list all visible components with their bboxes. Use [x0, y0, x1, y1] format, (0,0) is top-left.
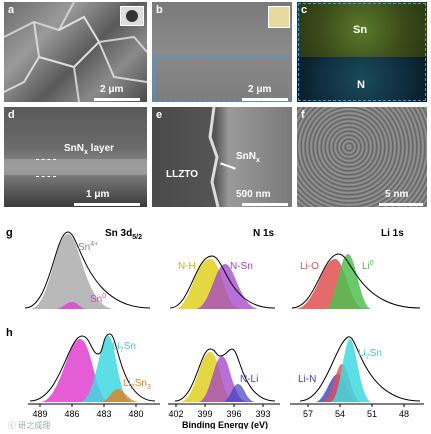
snnx-label: SnNx	[236, 151, 260, 164]
tick-label: 54	[335, 409, 345, 419]
sn0-label: Sn0	[90, 293, 106, 305]
grain-boundaries	[4, 2, 147, 102]
scale-label: 2 μm	[100, 84, 124, 95]
g-sn-spectrum	[24, 231, 151, 309]
layer-band	[4, 159, 147, 175]
sn-title: Sn 3d5/2	[105, 228, 142, 241]
sn-ticks: 489 486 483 480	[32, 404, 144, 419]
x-axis-label: Binding Energy (eV)	[182, 420, 268, 429]
n-label: N	[357, 79, 365, 91]
panel-label: c	[301, 4, 308, 16]
scale-bar	[242, 203, 288, 206]
layer-label: SnNx layer	[64, 143, 115, 156]
panel-label: f	[301, 109, 305, 121]
scale-label: 1 μm	[86, 189, 110, 200]
h-li-spectrum	[299, 336, 421, 402]
n-map	[297, 57, 427, 102]
li-ticks: 57 54 51 48	[303, 404, 409, 419]
lio-label: Li-O	[300, 261, 319, 272]
sem-panel-e: e LLZTO SnNx 500 nm	[152, 107, 292, 207]
llzto-label: LLZTO	[166, 169, 199, 180]
n-ticks: 402 399 396 393	[168, 404, 271, 419]
scale-label: 2 μm	[248, 84, 272, 95]
interface	[208, 107, 220, 207]
panel-label: e	[156, 109, 163, 121]
g-n-spectrum	[169, 255, 276, 309]
tick-label: 486	[64, 409, 79, 419]
sn-map	[297, 2, 427, 57]
tick-label: 57	[303, 409, 313, 419]
panel-label-h: h	[6, 327, 13, 339]
n-title: N 1s	[253, 228, 275, 239]
sem-panel-a: a 2 μm	[4, 2, 147, 102]
scale-bar	[379, 203, 423, 206]
panel-label: a	[8, 4, 15, 16]
tick-label: 480	[128, 409, 143, 419]
tick-label: 483	[96, 409, 111, 419]
h-sn-spectrum	[29, 333, 156, 402]
selected-region	[154, 57, 290, 102]
scale-label: 5 nm	[385, 189, 409, 200]
nsn-label: N-Sn	[230, 261, 253, 272]
scale-label: 500 nm	[236, 189, 271, 200]
tick-label: 396	[226, 409, 241, 419]
tick-label: 402	[168, 409, 183, 419]
g-li-spectrum	[291, 253, 421, 309]
sem-panel-b: b 2 μm	[152, 2, 292, 102]
dashed-box	[298, 3, 426, 101]
li7sn-label: Li7Sn	[112, 341, 136, 354]
watermark: ⓒ 研之成理	[8, 421, 51, 430]
li7sn-label-li: Li7Sn	[358, 348, 382, 361]
li2sn3-label: Li2Sn3	[123, 378, 151, 391]
scale-bar	[242, 98, 288, 101]
panel-label: d	[8, 109, 15, 121]
lin-label: Li-N	[298, 374, 316, 385]
sn4-label: Sn4+	[78, 241, 98, 253]
tem-panel-f: f 5 nm	[297, 107, 427, 207]
layer-marker	[36, 159, 56, 177]
tick-label: 489	[32, 409, 47, 419]
xps-figure: g h Sn 3d5/2 N 1s Li 1s Sn4+ Sn0 N-H N-S…	[6, 227, 424, 429]
li0-label: Li0	[362, 260, 374, 272]
scale-bar	[94, 98, 140, 101]
nli-label: N-Li	[240, 374, 258, 385]
sn-label: Sn	[353, 24, 368, 36]
sem-panel-d: d SnNx layer 1 μm	[4, 107, 147, 207]
tick-label: 399	[197, 409, 212, 419]
inset-photo	[268, 6, 290, 28]
eds-panel-c: c Sn N	[297, 2, 427, 102]
panel-label: b	[156, 4, 163, 16]
inset-photo	[120, 6, 144, 26]
nh-label: N-H	[178, 261, 196, 272]
tick-label: 393	[255, 409, 270, 419]
tick-label: 48	[399, 409, 409, 419]
li-title: Li 1s	[381, 228, 404, 239]
tick-label: 51	[367, 409, 377, 419]
panel-label-g: g	[6, 227, 13, 239]
h-n-spectrum	[174, 348, 276, 402]
scale-bar	[74, 203, 140, 206]
